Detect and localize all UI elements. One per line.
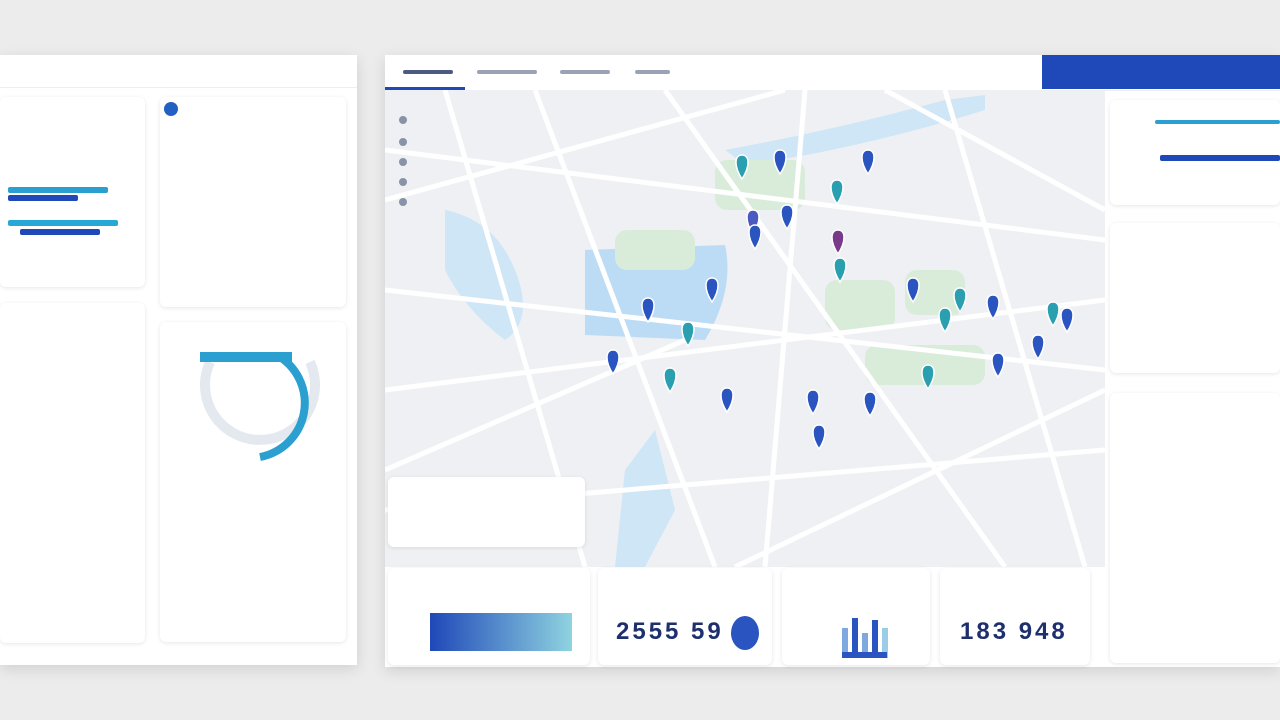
road: [662, 90, 1008, 567]
map-pin: [861, 149, 875, 176]
kpi-card: 183 948: [940, 568, 1090, 665]
map-pin: [641, 297, 655, 324]
road: [762, 90, 808, 567]
tab[interactable]: [403, 70, 453, 74]
detail-card: [0, 303, 145, 643]
left-header: [0, 55, 357, 88]
gradient-bar: [430, 613, 572, 651]
map-pin: [921, 364, 935, 391]
gauge-card: [160, 322, 346, 642]
map-pin: [863, 391, 877, 418]
map-pin: [1031, 334, 1045, 361]
kpi-card: [782, 568, 930, 665]
map-control: [399, 158, 407, 166]
tab[interactable]: [560, 70, 610, 74]
kpi-icon: [731, 616, 759, 650]
road: [733, 387, 1105, 567]
map-pin: [831, 229, 845, 256]
park: [905, 270, 965, 315]
list-card: [160, 97, 346, 307]
lake: [445, 210, 523, 340]
summary-card: [0, 97, 145, 287]
road: [385, 287, 1105, 373]
map-pin: [991, 352, 1005, 379]
map-pin: [906, 277, 920, 304]
weather-card: [1110, 100, 1280, 205]
map-pin: [720, 387, 734, 414]
road: [385, 297, 1105, 393]
kpi-value: 2555 59: [616, 618, 724, 645]
map-control: [399, 138, 407, 146]
road: [532, 90, 718, 567]
road: [942, 90, 1088, 567]
map-pin: [830, 179, 844, 206]
kpi-card: 2555 59: [598, 568, 772, 665]
tab[interactable]: [635, 70, 670, 74]
active-tab-indicator: [385, 87, 465, 90]
map-pin: [1046, 301, 1060, 328]
map-legend: [388, 477, 585, 547]
park: [825, 280, 895, 330]
map-pin: [705, 277, 719, 304]
map-pin: [986, 294, 1000, 321]
gauge: [200, 352, 320, 461]
map-pin: [833, 257, 847, 284]
map-pin: [681, 321, 695, 348]
map-pin: [938, 307, 952, 334]
road: [385, 90, 786, 203]
water: [615, 430, 675, 567]
map-pin: [748, 224, 762, 251]
tab[interactable]: [477, 70, 537, 74]
left-panel: [0, 55, 357, 665]
tab-bar: [385, 55, 1280, 91]
map-control: [399, 178, 407, 186]
road: [385, 337, 686, 473]
map-pin: [773, 149, 787, 176]
kpi-value: 183 948: [960, 618, 1068, 645]
map-control: [399, 116, 407, 124]
map-control: [399, 198, 407, 206]
map-pin: [953, 287, 967, 314]
stats-card: [1110, 223, 1280, 373]
map-pin: [663, 367, 677, 394]
road: [883, 90, 1105, 213]
park: [615, 230, 695, 270]
river: [725, 95, 985, 165]
map-pin: [806, 389, 820, 416]
map-pin: [812, 424, 826, 451]
map-pin: [1060, 307, 1074, 334]
kpi-card: [388, 568, 590, 665]
menu-card: [1110, 393, 1280, 663]
map-pin: [780, 204, 794, 231]
map-pin: [735, 154, 749, 181]
action-button[interactable]: [1042, 55, 1280, 89]
mini-chart: [842, 618, 888, 658]
map-pin: [606, 349, 620, 376]
main-panel: 2555 59 183 948: [385, 55, 1280, 667]
